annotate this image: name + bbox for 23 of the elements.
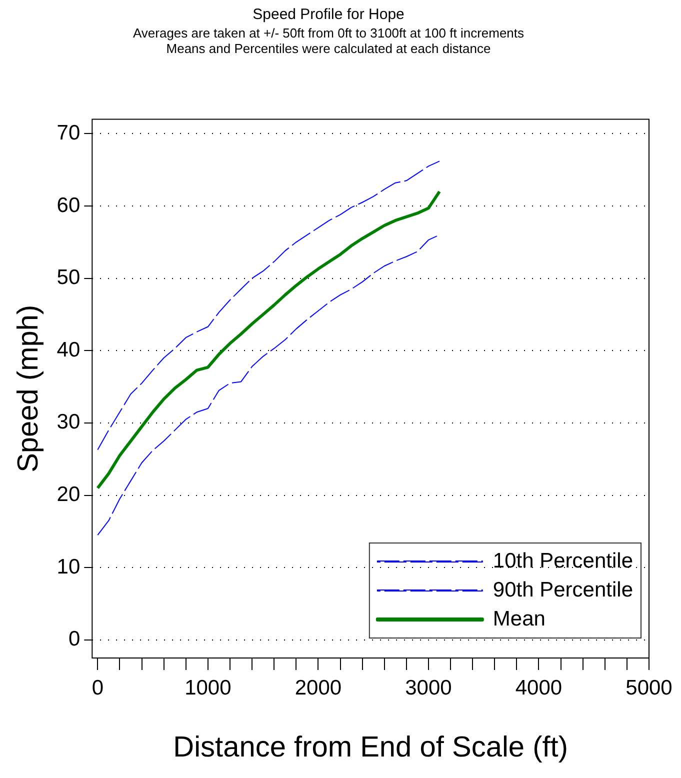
y-tick-label: 0: [68, 628, 80, 651]
x-axis-title: Distance from End of Scale (ft): [173, 732, 568, 764]
legend-label: 10th Percentile: [492, 549, 634, 572]
y-tick-label: 70: [56, 121, 80, 144]
chart-subtitle: Averages are taken at +/- 50ft from 0ft to 3100ft at 100 ft increments Means and Percentiles were calculated at each distance: [132, 25, 525, 56]
x-tick-label: 0: [92, 676, 104, 700]
x-tick-label: 4000: [515, 676, 562, 700]
x-tick-label: 2000: [294, 676, 342, 700]
x-tick-label: 1000: [184, 676, 232, 700]
legend-label: 90th Percentile: [492, 578, 634, 602]
x-tick-label: 3000: [405, 676, 452, 700]
y-tick-label: 50: [56, 266, 80, 290]
y-tick-label: 10: [56, 555, 80, 578]
y-axis-title: Speed (mph): [12, 304, 44, 472]
line-series: [97, 234, 440, 536]
legend-label: Mean: [492, 607, 546, 630]
y-tick-label: 20: [56, 483, 80, 506]
y-tick-label: 30: [56, 410, 80, 434]
y-tick-label: 40: [56, 338, 80, 362]
x-tick-label: 5000: [626, 676, 672, 700]
chart-title: Speed Profile for Hope: [252, 6, 404, 24]
line-series: [97, 160, 440, 450]
y-tick-label: 60: [56, 194, 80, 217]
